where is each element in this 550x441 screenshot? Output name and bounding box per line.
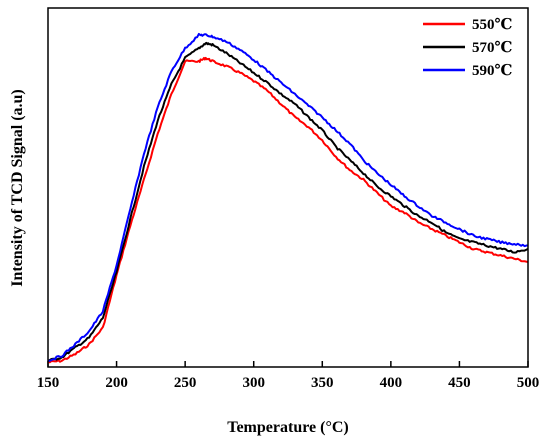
series-line-0	[47, 56, 529, 364]
x-tick-label: 450	[448, 375, 471, 391]
x-tick-label: 300	[242, 375, 265, 391]
x-tick-label: 200	[105, 375, 128, 391]
x-tick-label: 250	[174, 375, 197, 391]
x-tick-label: 400	[380, 375, 403, 391]
x-axis-title: Temperature (°C)	[227, 419, 348, 436]
plot-frame	[47, 7, 529, 368]
x-tick-label: 150	[37, 375, 60, 391]
x-tick-label: 350	[311, 375, 334, 391]
series-line-1	[47, 41, 529, 362]
series-line-2	[47, 32, 529, 362]
x-tick-label: 500	[517, 375, 540, 391]
y-axis-title: Intensity of TCD Signal (a.u)	[9, 89, 26, 287]
axis-ticks: 150 200 250 300 350 400 450 500	[37, 361, 540, 391]
legend: 550℃ 570℃ 590℃	[423, 17, 513, 79]
legend-label-1: 570℃	[472, 40, 513, 56]
series-lines	[47, 32, 529, 364]
legend-label-2: 590℃	[472, 63, 513, 79]
legend-label-0: 550℃	[472, 17, 513, 33]
